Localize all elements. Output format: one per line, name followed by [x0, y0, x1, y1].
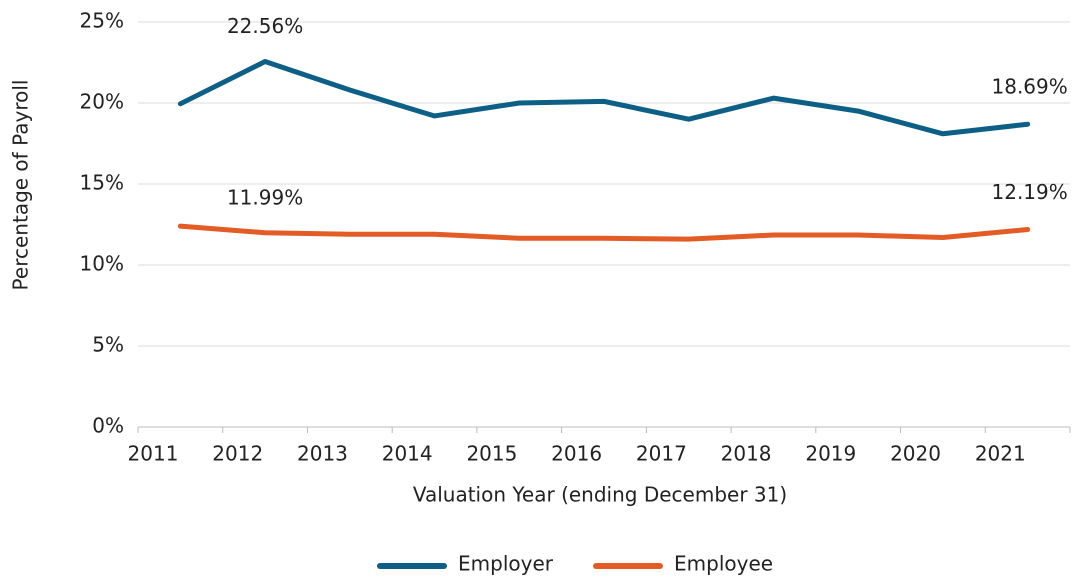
legend-label: Employee — [674, 552, 773, 576]
line — [177, 59, 1031, 137]
x-tick-label: 2012 — [212, 442, 263, 466]
y-tick-label: 20% — [80, 90, 124, 114]
x-tick-label: 2013 — [297, 442, 348, 466]
x-tick-label: 2017 — [636, 442, 687, 466]
data-label: 12.19% — [992, 180, 1068, 204]
x-axis-title: Valuation Year (ending December 31) — [413, 483, 787, 507]
data-label: 22.56% — [227, 14, 303, 38]
y-tick-label: 15% — [80, 171, 124, 195]
x-tick-label: 2011 — [128, 442, 179, 466]
y-tick-label: 0% — [92, 414, 124, 438]
line — [177, 223, 1031, 242]
legend-label: Employer — [458, 552, 554, 576]
y-tick-label: 25% — [80, 9, 124, 33]
x-tick-label: 2021 — [975, 442, 1026, 466]
data-label: 18.69% — [992, 75, 1068, 99]
y-tick-label: 10% — [80, 252, 124, 276]
x-tick-label: 2018 — [721, 442, 772, 466]
y-axis-title: Percentage of Payroll — [9, 80, 33, 291]
x-tick-label: 2020 — [890, 442, 941, 466]
x-tick-label: 2016 — [551, 442, 602, 466]
y-tick-label: 5% — [92, 333, 124, 357]
x-tick-label: 2019 — [805, 442, 856, 466]
x-tick-label: 2015 — [466, 442, 517, 466]
x-tick-label: 2014 — [382, 442, 433, 466]
data-label: 11.99% — [227, 185, 303, 209]
